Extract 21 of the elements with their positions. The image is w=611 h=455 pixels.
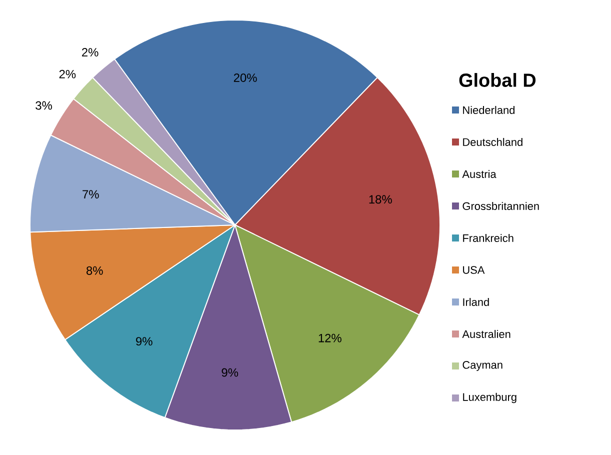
legend-label: Australien bbox=[462, 330, 510, 338]
data-label: 2% bbox=[82, 48, 98, 56]
data-label: 20% bbox=[234, 74, 257, 82]
legend-label: Austria bbox=[462, 170, 496, 178]
legend-label: Deutschland bbox=[463, 138, 522, 146]
legend-label: Grossbritannien bbox=[462, 202, 539, 210]
legend-label: Niederland bbox=[463, 106, 514, 114]
legend-label: Irland bbox=[463, 298, 489, 306]
data-label: 18% bbox=[369, 195, 392, 204]
legend-label: Luxemburg bbox=[463, 392, 516, 404]
data-label: 7% bbox=[82, 190, 99, 198]
text: Global D bbox=[459, 73, 536, 87]
data-label: 12% bbox=[318, 334, 342, 342]
data-label: 9% bbox=[136, 337, 152, 346]
data-label: 2% bbox=[59, 70, 76, 78]
legend-label: USA bbox=[463, 266, 485, 274]
legend-label: Cayman bbox=[462, 361, 502, 371]
data-label: 9% bbox=[222, 368, 238, 377]
data-label: 8% bbox=[86, 266, 103, 275]
data-label: 3% bbox=[36, 101, 52, 110]
legend-label: Frankreich bbox=[463, 234, 514, 242]
